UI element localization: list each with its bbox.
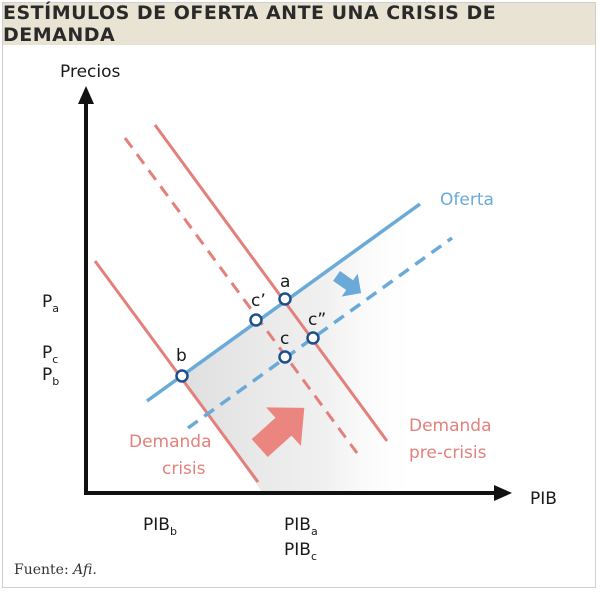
supply-shift-arrow xyxy=(333,271,362,297)
x-tick-pibb: PIBb xyxy=(143,515,177,538)
y-axis-label: Precios xyxy=(60,62,120,82)
point-c-label: c xyxy=(280,329,289,349)
x-axis-arrow xyxy=(494,485,512,501)
y-tick-pc: Pc xyxy=(42,343,58,366)
point-c-prime-marker xyxy=(249,313,263,327)
source-prefix: Fuente: xyxy=(14,562,74,578)
demand-precrisis-curve xyxy=(153,124,389,442)
demand-crisis-curve xyxy=(93,260,260,483)
source-name: Afi. xyxy=(73,562,97,578)
point-c-double-label: c” xyxy=(308,310,326,330)
x-tick-pibc: PIBc xyxy=(284,540,317,563)
x-tick-piba: PIBa xyxy=(284,515,318,538)
supply-shifted-dashed-curve xyxy=(186,236,454,430)
point-c-double-marker xyxy=(306,331,320,345)
demand-precrisis-label-line2: pre-crisis xyxy=(409,443,487,463)
demand-crisis-label-line2: crisis xyxy=(162,459,206,479)
point-a-marker xyxy=(278,292,292,306)
source-note: Fuente: Afi. xyxy=(14,562,97,578)
title-bar: ESTÍMULOS DE OFERTA ANTE UNA CRISIS DE D… xyxy=(3,2,595,46)
demand-shift-arrow xyxy=(251,407,305,457)
y-tick-pb: Pb xyxy=(42,365,59,388)
x-axis-label: PIB xyxy=(530,489,557,509)
demand-shifted-dashed-curve xyxy=(123,137,359,454)
y-tick-pa: Pa xyxy=(42,292,59,315)
supply-curve-label: Oferta xyxy=(440,190,494,210)
point-c-prime-label: c’ xyxy=(251,291,266,311)
point-b-marker xyxy=(175,369,189,383)
y-axis-arrow xyxy=(78,86,94,104)
shaded-region xyxy=(182,200,420,492)
point-c-marker xyxy=(278,350,292,364)
figure-title: ESTÍMULOS DE OFERTA ANTE UNA CRISIS DE D… xyxy=(3,2,497,46)
demand-precrisis-label-line1: Demanda xyxy=(409,416,492,436)
point-a-label: a xyxy=(280,272,290,292)
point-b-label: b xyxy=(176,346,187,366)
demand-crisis-label-line1: Demanda xyxy=(129,432,212,452)
